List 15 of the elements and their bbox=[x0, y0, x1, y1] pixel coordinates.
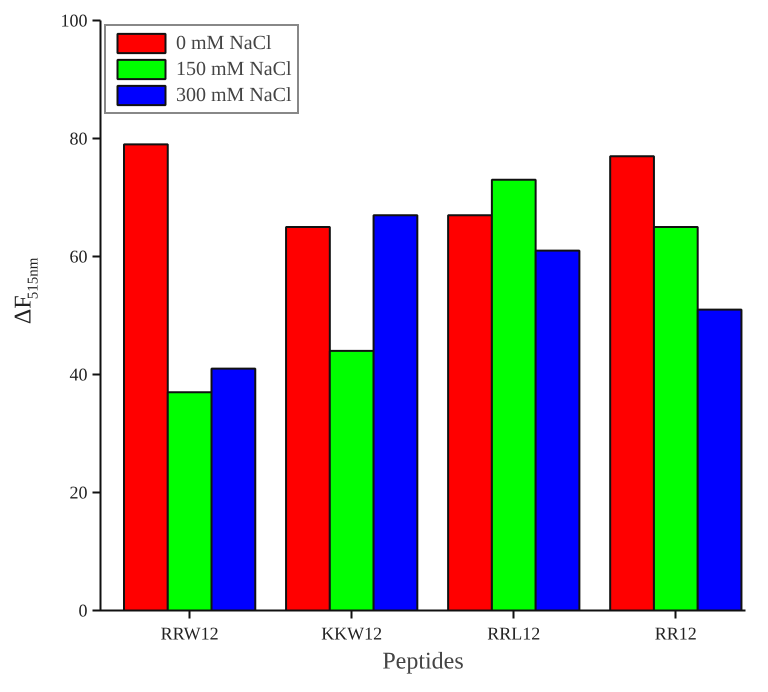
legend-label: 0 mM NaCl bbox=[176, 32, 272, 54]
legend-label: 300 mM NaCl bbox=[176, 84, 292, 106]
x-axis-title: Peptides bbox=[382, 648, 464, 674]
legend-label: 150 mM NaCl bbox=[176, 58, 292, 80]
y-tick-label: 20 bbox=[70, 482, 88, 502]
y-tick-label: 0 bbox=[78, 600, 88, 620]
y-tick-label: 60 bbox=[70, 246, 88, 266]
x-tick-label: RRW12 bbox=[160, 624, 219, 644]
y-tick-label: 100 bbox=[60, 10, 88, 30]
x-tick-label: RRL12 bbox=[487, 624, 540, 644]
y-tick-label: 40 bbox=[70, 364, 88, 384]
y-axis-title: ΔF515nm bbox=[10, 257, 42, 324]
y-tick-label: 80 bbox=[70, 128, 88, 148]
x-tick-label: KKW12 bbox=[321, 624, 382, 644]
x-tick-label: RR12 bbox=[654, 624, 697, 644]
